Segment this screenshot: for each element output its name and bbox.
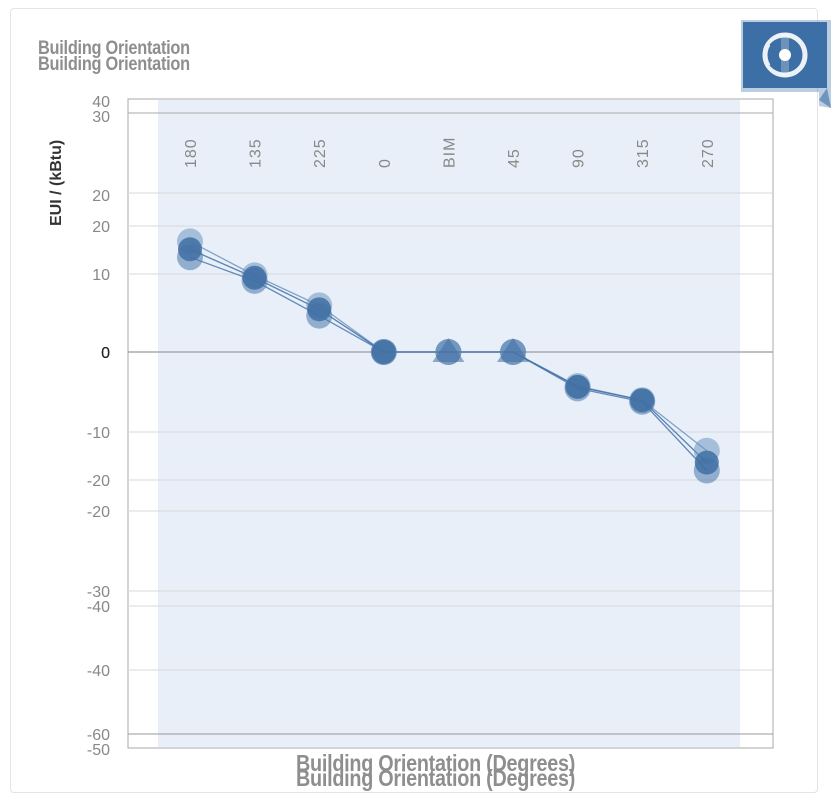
y-tick-label: 30	[92, 109, 110, 126]
x-tick-label: 45	[506, 148, 523, 168]
data-point	[242, 265, 267, 290]
y-tick-label-secondary: -40	[87, 599, 110, 616]
data-point-triangle	[497, 338, 529, 362]
y-tick-label: -20	[87, 504, 110, 521]
data-point	[630, 388, 655, 413]
x-tick-label: 315	[635, 138, 652, 168]
y-tick-label-secondary: 20	[92, 219, 110, 236]
y-tick-label-secondary: 40	[92, 94, 110, 111]
y-tick-label-secondary: -20	[87, 473, 110, 490]
data-point	[307, 297, 332, 322]
x-axis-title: Building Orientation (Degrees)	[296, 750, 576, 776]
x-tick-label: BIM	[441, 137, 458, 168]
y-tick-label: 10	[92, 267, 110, 284]
y-tick-label: -30	[87, 584, 110, 601]
x-tick-label: 180	[183, 138, 200, 168]
data-point	[565, 374, 590, 399]
x-axis-title-shadow: Building Orientation (Degrees)	[296, 765, 576, 791]
x-tick-label: 90	[571, 148, 588, 168]
chart-title-shadow: Building Orientation	[38, 54, 190, 75]
y-tick-label: 0	[101, 345, 110, 362]
y-tick-label-secondary: -60	[87, 727, 110, 744]
plot-band	[158, 100, 740, 747]
x-tick-label: 270	[700, 138, 717, 168]
data-point	[694, 450, 719, 475]
chart-title: Building Orientation	[38, 38, 190, 59]
data-point	[371, 340, 396, 364]
y-tick-label: -50	[87, 742, 110, 759]
data-point-triangle	[432, 338, 465, 362]
x-tick-label: 0	[377, 158, 394, 168]
y-tick-label-secondary: 0	[101, 345, 110, 362]
x-tick-label: 225	[312, 138, 329, 168]
y-tick-label: 20	[92, 188, 110, 205]
y-tick-label: -40	[87, 663, 110, 680]
circular-arrows-icon[interactable]	[741, 20, 831, 108]
data-point	[178, 237, 202, 262]
x-tick-label: 135	[248, 138, 265, 168]
y-tick-label: -10	[87, 425, 110, 442]
